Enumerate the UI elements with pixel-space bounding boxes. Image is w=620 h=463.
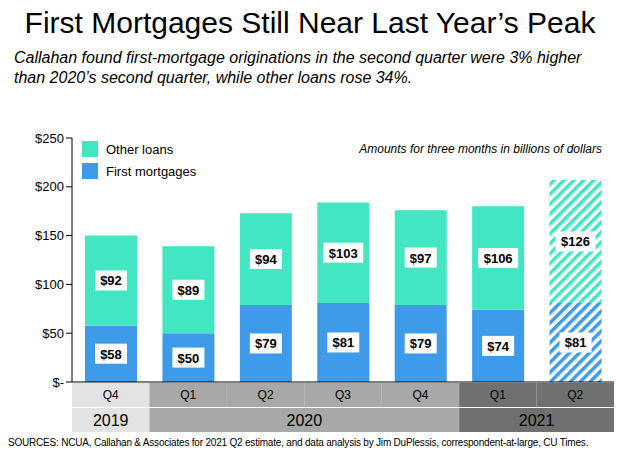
html-text:First Mortgages Still Near Las: First Mortgages Still Near Last Year’s P…: [24, 6, 596, 39]
svg-text:$50: $50: [42, 326, 64, 341]
svg-text:$103: $103: [329, 246, 358, 261]
svg-text:Q4: Q4: [412, 388, 428, 402]
svg-text:$81: $81: [332, 335, 354, 350]
svg-text:$79: $79: [410, 336, 432, 351]
svg-text:$94: $94: [255, 252, 277, 267]
html-text:First mortgages: First mortgages: [106, 163, 197, 179]
svg-text:Q4: Q4: [103, 388, 119, 402]
svg-text:$79: $79: [255, 336, 277, 351]
svg-text:Q2: Q2: [258, 388, 274, 402]
svg-text:$100: $100: [35, 277, 64, 292]
svg-text:2021: 2021: [519, 412, 555, 429]
html-text:Other loans: Other loans: [106, 141, 174, 157]
svg-text:$89: $89: [178, 283, 200, 298]
svg-text:$150: $150: [35, 228, 64, 243]
svg-text:Q3: Q3: [335, 388, 351, 402]
svg-text:Q1: Q1: [180, 388, 196, 402]
svg-text:$200: $200: [35, 179, 64, 194]
svg-text:$81: $81: [565, 335, 587, 350]
svg-text:$126: $126: [561, 234, 590, 249]
svg-text:$92: $92: [100, 273, 122, 288]
html-text:Callahan found first-mortgage: Callahan found first-mortgage originatio…: [14, 49, 582, 86]
svg-text:$97: $97: [410, 251, 432, 266]
svg-text:Q1: Q1: [490, 388, 506, 402]
html-text:SOURCES: NCUA, Callahan & Asso: SOURCES: NCUA, Callahan & Associates for…: [8, 437, 589, 448]
svg-text:$58: $58: [100, 347, 122, 362]
svg-text:Q2: Q2: [567, 388, 583, 402]
svg-text:2020: 2020: [286, 412, 322, 429]
svg-text:$250: $250: [35, 131, 64, 146]
svg-text:$50: $50: [178, 351, 200, 366]
svg-text:2019: 2019: [93, 412, 129, 429]
svg-text:$74: $74: [487, 339, 509, 354]
html-text:Amounts for three months in bi: Amounts for three months in billions of …: [359, 142, 602, 156]
svg-text:$106: $106: [484, 251, 513, 266]
svg-text:$-: $-: [52, 375, 64, 390]
